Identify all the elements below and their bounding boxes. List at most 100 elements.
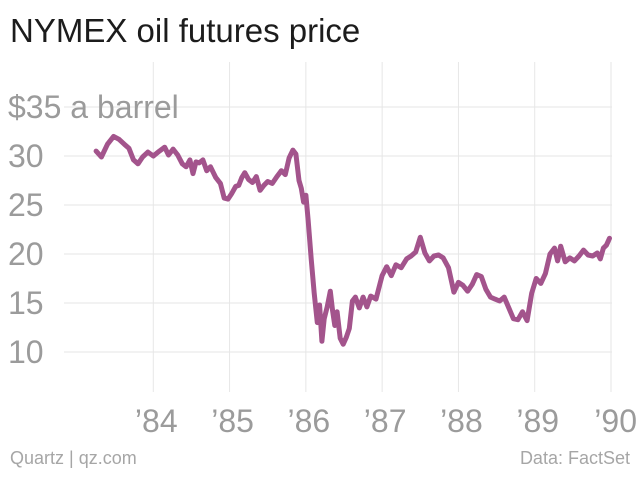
data-point — [183, 164, 189, 169]
data-point — [242, 170, 247, 175]
data-point — [301, 199, 306, 205]
data-point — [325, 304, 330, 310]
data-point — [488, 294, 493, 300]
data-point — [151, 153, 156, 159]
data-point — [105, 142, 110, 147]
series-line — [93, 133, 612, 347]
data-point — [299, 186, 304, 191]
data-point — [492, 296, 498, 302]
data-point — [322, 316, 327, 321]
data-point — [529, 291, 534, 296]
data-point — [200, 157, 206, 163]
data-point — [389, 273, 394, 278]
data-point — [279, 168, 284, 173]
data-point — [441, 255, 446, 261]
data-point — [357, 305, 362, 311]
data-point — [598, 256, 603, 262]
data-point — [456, 280, 461, 285]
data-point — [427, 258, 432, 264]
data-point — [317, 302, 322, 308]
y-tick-label: 30 — [8, 138, 44, 174]
data-point — [135, 161, 141, 166]
y-tick-label: 15 — [8, 285, 44, 321]
data-point — [497, 298, 502, 304]
data-point — [131, 157, 136, 163]
data-point — [567, 255, 572, 261]
data-point — [140, 154, 145, 160]
data-point — [350, 298, 355, 304]
data-point — [534, 276, 539, 281]
data-point — [404, 256, 409, 262]
data-point — [218, 181, 223, 186]
data-point — [290, 147, 296, 153]
data-point — [274, 174, 280, 179]
x-tick-label: ’86 — [288, 403, 331, 439]
data-point — [422, 250, 428, 256]
data-point — [145, 149, 151, 155]
data-point — [379, 273, 385, 278]
data-point — [581, 247, 586, 253]
data-point — [312, 291, 317, 296]
data-point — [483, 287, 489, 292]
y-tick-label: 10 — [8, 334, 44, 370]
data-point — [246, 177, 251, 182]
x-tick-label: ’89 — [516, 403, 559, 439]
data-point — [208, 164, 213, 169]
data-point — [239, 175, 244, 180]
data-point — [408, 253, 414, 259]
data-point — [157, 148, 162, 154]
data-point — [511, 316, 516, 321]
data-point — [293, 151, 299, 157]
data-point — [552, 245, 557, 251]
data-point — [270, 181, 275, 186]
data-point — [601, 245, 606, 251]
data-point — [364, 304, 370, 310]
line-layer — [93, 133, 612, 347]
x-tick-label: ’90 — [594, 403, 637, 439]
x-tick-label: ’88 — [440, 403, 483, 439]
data-point — [309, 256, 314, 262]
data-point — [470, 282, 475, 287]
data-point — [93, 148, 99, 154]
data-point — [330, 308, 335, 313]
data-point — [328, 289, 333, 294]
x-tick-label: ’87 — [364, 403, 407, 439]
data-point — [555, 258, 560, 264]
data-point — [585, 252, 591, 258]
x-tick-label: ’85 — [211, 403, 254, 439]
data-point — [563, 259, 568, 264]
data-point — [222, 195, 227, 201]
data-point — [175, 152, 180, 158]
data-point — [250, 180, 255, 185]
grid-layer — [64, 62, 612, 392]
data-point — [319, 339, 325, 344]
data-point — [576, 253, 582, 259]
data-point — [607, 236, 612, 241]
data-point — [286, 155, 292, 161]
data-point — [451, 290, 457, 295]
data-point — [506, 305, 511, 311]
data-point — [524, 318, 530, 323]
data-point — [166, 152, 171, 158]
data-point — [265, 179, 270, 184]
data-point — [315, 320, 320, 325]
data-point — [213, 175, 218, 180]
data-point — [341, 342, 346, 347]
data-point — [431, 253, 437, 259]
data-point — [590, 253, 595, 259]
data-point — [196, 160, 202, 166]
data-point — [538, 281, 543, 286]
data-point — [360, 294, 366, 300]
y-tick-label: 20 — [8, 236, 44, 272]
y-tick-label: 25 — [8, 187, 44, 223]
data-point — [187, 157, 193, 163]
data-point — [558, 244, 563, 249]
data-point — [111, 134, 116, 139]
data-point — [338, 336, 343, 341]
data-point — [393, 262, 399, 267]
data-point — [254, 174, 259, 179]
data-point — [99, 154, 104, 160]
data-point — [190, 171, 196, 176]
data-point — [334, 309, 340, 314]
